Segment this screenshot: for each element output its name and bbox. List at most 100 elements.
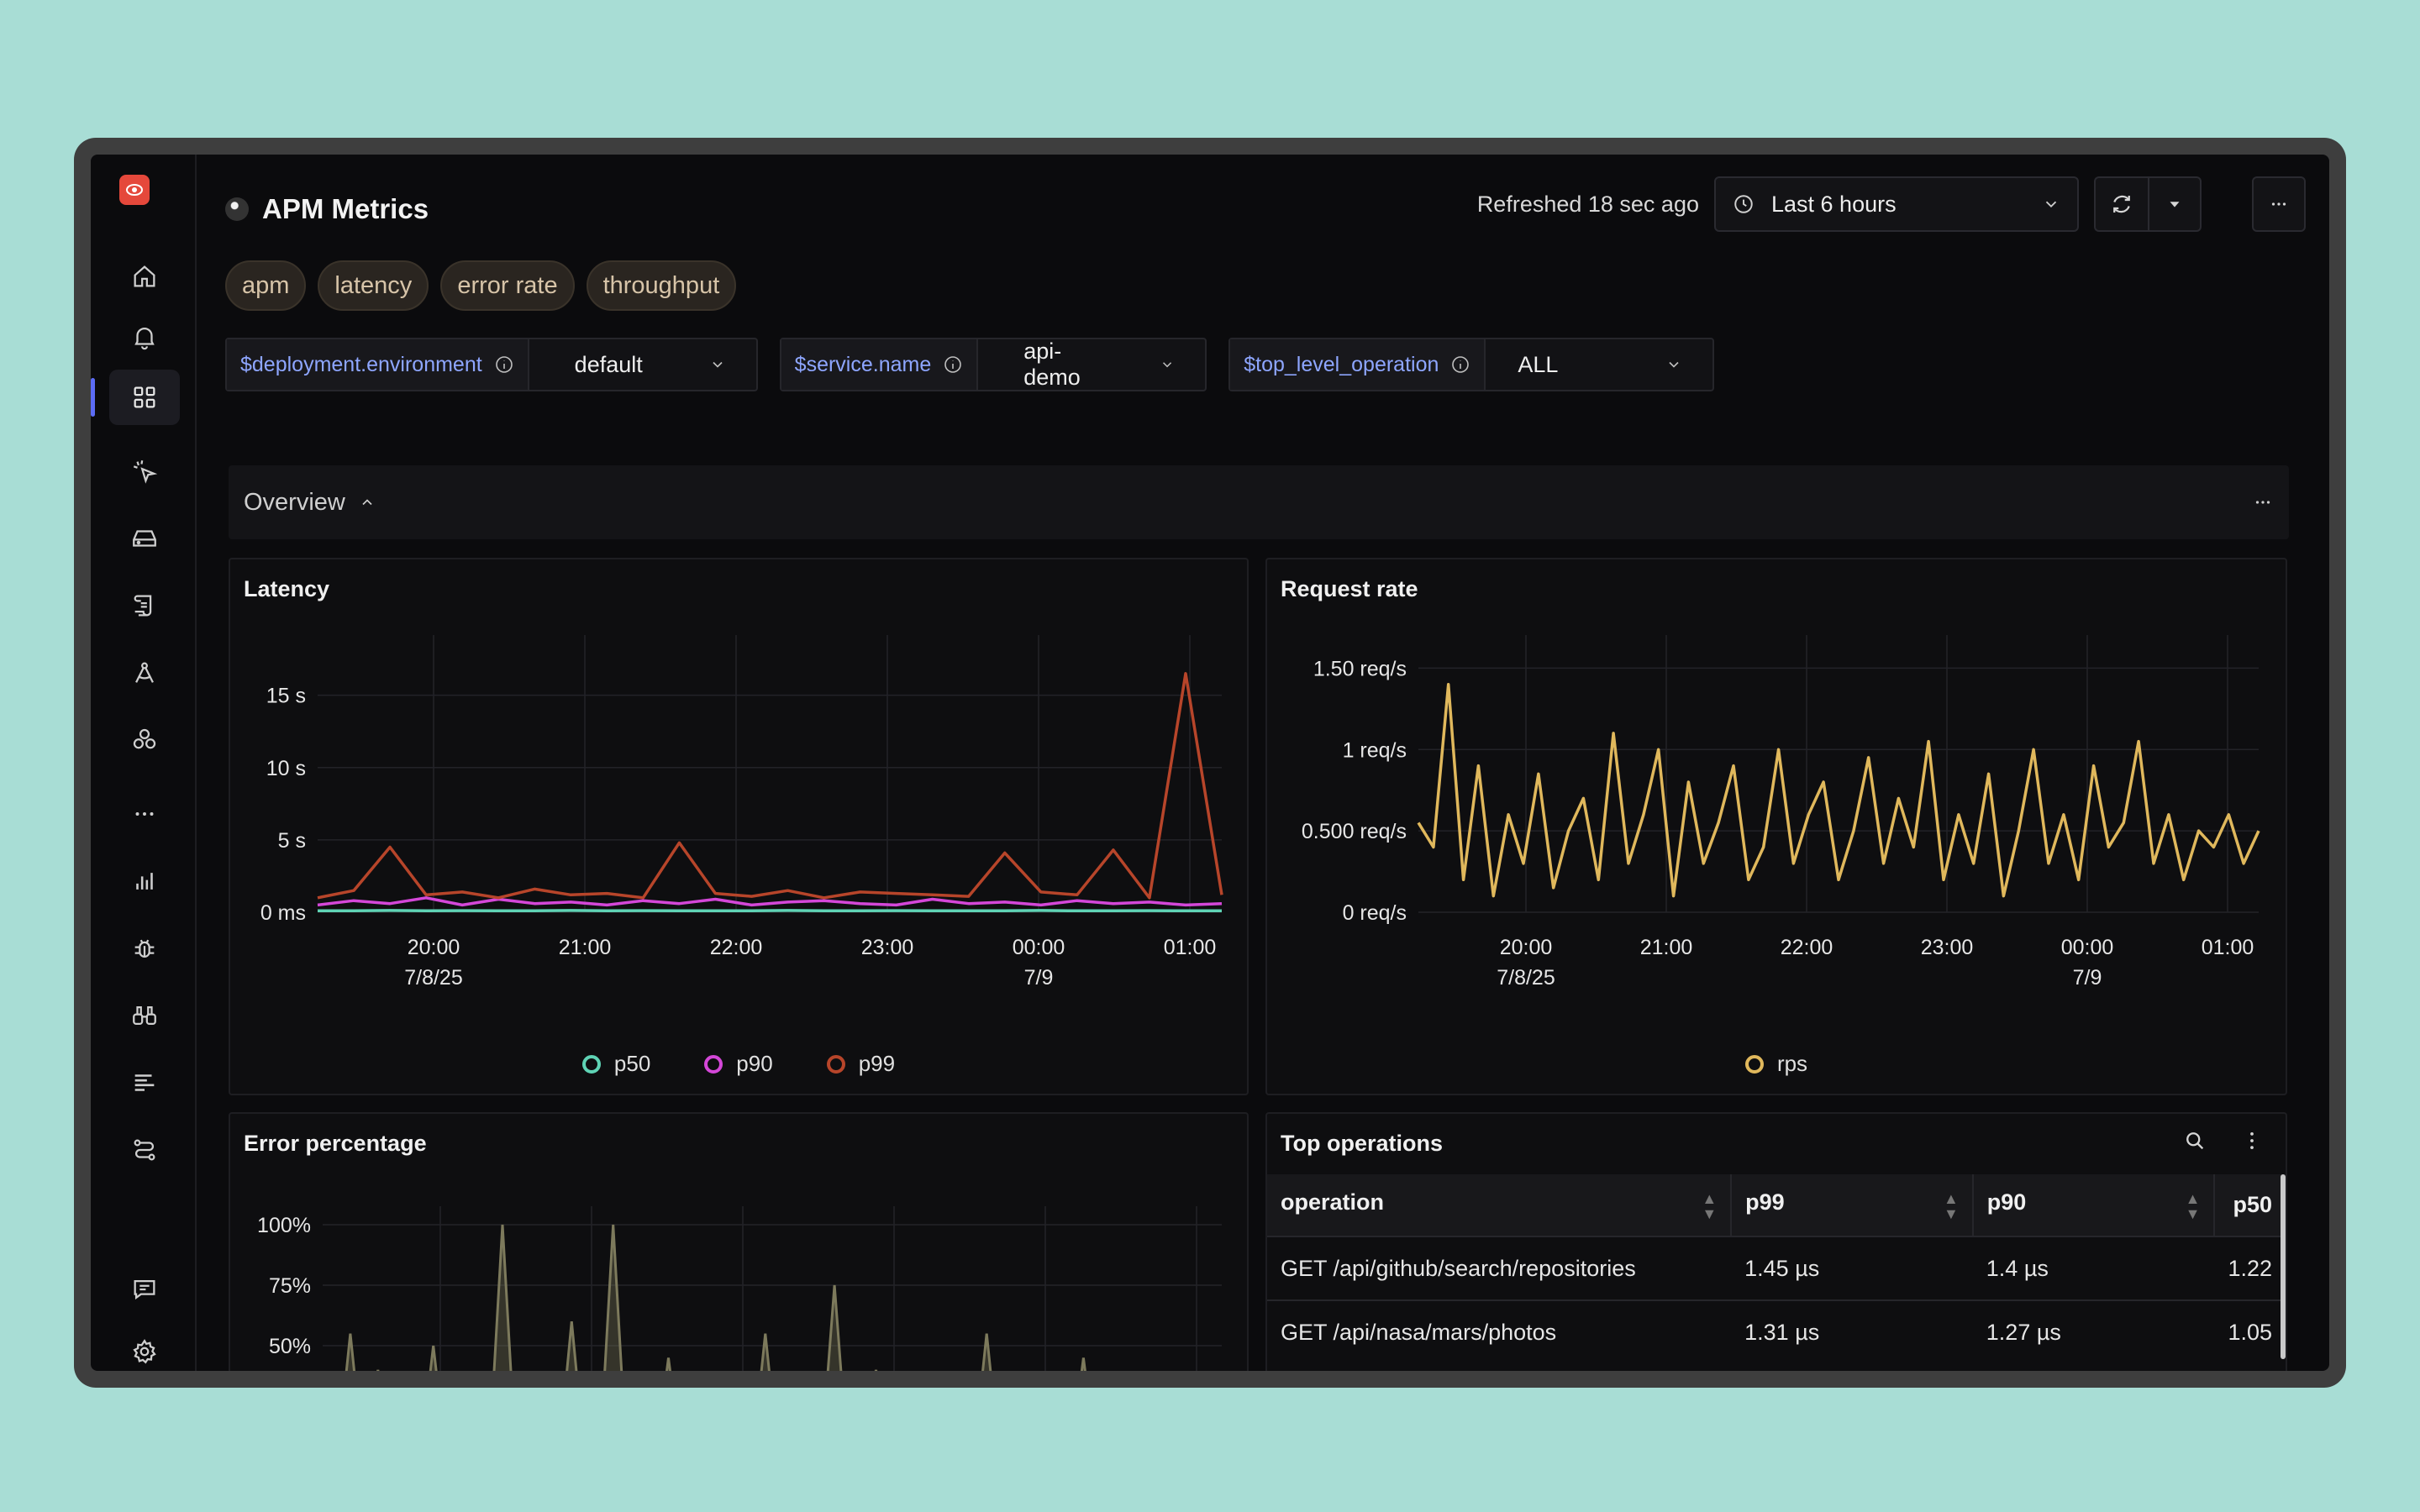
table-row[interactable]: GET /api/github/search/repositories 1.45… [1267, 1236, 2286, 1300]
scroll-icon[interactable] [109, 578, 180, 633]
table-scrollbar[interactable] [2281, 1174, 2286, 1359]
x-tick-label: 21:00 [1640, 936, 1693, 959]
variable-bar: $deployment.environment default $service… [225, 338, 1715, 391]
legend-marker [581, 1054, 601, 1074]
refresh-button[interactable] [2094, 176, 2148, 232]
time-range-label: Last 6 hours [1771, 191, 1897, 217]
latency-chart: 0 ms 5 s 10 s 15 s 20:00 7/8/25 21:00 22:00 23:0… [260, 635, 1223, 990]
sort-icon[interactable]: ▲ ▼ [1943, 1189, 1959, 1222]
sidebar [91, 155, 197, 1371]
table-row[interactable]: GET /api/nasa/mars/photos 1.31 µs 1.27 µ… [1267, 1299, 2286, 1364]
x-tick-date-label: 7/9 [2073, 966, 2102, 990]
series-line-rps [1417, 683, 2260, 898]
variable-value: api-demo [1023, 339, 1081, 390]
info-icon[interactable] [1450, 354, 1470, 375]
top-operations-table: operation ▲ ▼ p99 ▲ ▼ p90 ▲ ▼ p50 GET /api/git… [1267, 1174, 2286, 1364]
tag-list: apm latency error rate throughput [225, 260, 737, 311]
panel-title: Error percentage [244, 1131, 427, 1156]
variable-value: default [574, 351, 643, 377]
clicks-icon[interactable] [109, 444, 180, 499]
alerts-icon[interactable] [109, 309, 180, 365]
caret-down-icon [2170, 202, 2180, 207]
list-icon[interactable] [109, 1055, 180, 1110]
legend-item-p90[interactable]: p90 [704, 1051, 773, 1077]
chart-legend: p50 p90 p99 [230, 1051, 1247, 1077]
tag-apm[interactable]: apm [225, 260, 307, 311]
x-tick-label: 00:00 [1013, 936, 1065, 959]
settings-icon[interactable] [109, 1324, 180, 1371]
refresh-button-group [2094, 176, 2202, 232]
more-dots-icon[interactable] [109, 786, 180, 842]
panel-error-percentage: Error percentage 100% 75% 50% [229, 1112, 1249, 1371]
x-tick-label: 20:00 [408, 936, 460, 959]
legend-item-p50[interactable]: p50 [581, 1051, 650, 1077]
x-tick-label: 20:00 [1500, 936, 1553, 959]
y-tick-label: 1.50 req/s [1313, 657, 1407, 680]
x-tick-label: 23:00 [861, 936, 914, 959]
y-tick-label: 5 s [278, 829, 306, 853]
refresh-interval-dropdown[interactable] [2148, 176, 2202, 232]
variable-select[interactable]: default [529, 339, 756, 390]
panel-latency: Latency 0 ms 5 s 10 s 15 s 20:00 7/8/25 21:00 2… [229, 558, 1249, 1095]
legend-item-p99[interactable]: p99 [826, 1051, 895, 1077]
feedback-icon[interactable] [109, 1262, 180, 1317]
info-icon[interactable] [494, 354, 514, 375]
panel-title: Request rate [1281, 576, 1418, 601]
legend-item-rps[interactable]: rps [1744, 1051, 1807, 1077]
bar-chart-icon[interactable] [109, 853, 180, 909]
chevron-up-icon[interactable] [359, 494, 376, 511]
binoculars-icon[interactable] [109, 988, 180, 1043]
tag-latency[interactable]: latency [318, 260, 429, 311]
x-tick-label: 21:00 [559, 936, 612, 959]
sort-icon[interactable]: ▲ ▼ [2185, 1189, 2201, 1222]
variable-service-name: $service.name api-demo [779, 338, 1207, 391]
column-header-p99[interactable]: p99 ▲ ▼ [1731, 1174, 1974, 1236]
section-more-icon[interactable] [2252, 491, 2274, 513]
tag-error-rate[interactable]: error rate [440, 260, 575, 311]
x-tick-date-label: 7/8/25 [1497, 966, 1555, 990]
chevron-down-icon [2045, 201, 2057, 208]
variable-select[interactable]: ALL [1486, 339, 1712, 390]
sort-icon[interactable]: ▲ ▼ [1702, 1189, 1718, 1222]
compass-icon[interactable] [109, 645, 180, 701]
column-header-p50[interactable]: p50 [2214, 1174, 2286, 1236]
app-screen: APM Metrics Refreshed 18 sec ago Last 6 … [91, 155, 2329, 1371]
dashboards-icon[interactable] [91, 370, 180, 425]
cluster-icon[interactable] [109, 712, 180, 768]
y-tick-label: 0 req/s [1343, 901, 1407, 925]
x-tick-date-label: 7/8/25 [404, 966, 463, 990]
bug-icon[interactable] [109, 921, 180, 976]
home-icon[interactable] [109, 249, 180, 304]
clock-icon [1734, 195, 1753, 213]
section-overview[interactable]: Overview [229, 465, 2289, 539]
error-percentage-chart: 100% 75% 50% [257, 1206, 1222, 1371]
refresh-icon [2113, 195, 2130, 213]
dashboard-more-button[interactable] [2252, 176, 2306, 232]
chevron-down-icon [1669, 361, 1679, 368]
y-tick-label: 100% [257, 1214, 311, 1237]
chart-legend: rps [1267, 1051, 2286, 1077]
column-header-p90[interactable]: p90 ▲ ▼ [1972, 1174, 2216, 1236]
storage-icon[interactable] [109, 511, 180, 566]
time-range-select[interactable]: Last 6 hours [1714, 176, 2079, 232]
toolbar: Refreshed 18 sec ago Last 6 hours [1477, 176, 2306, 232]
panel-top-operations: Top operations operation ▲ ▼ p99 ▲ ▼ p90 ▲ ▼ p… [1265, 1112, 2287, 1371]
column-header-operation[interactable]: operation ▲ ▼ [1267, 1174, 1733, 1236]
tag-throughput[interactable]: throughput [586, 260, 737, 311]
y-tick-label: 0 ms [260, 901, 306, 925]
y-tick-label: 75% [269, 1274, 311, 1298]
main-content: APM Metrics Refreshed 18 sec ago Last 6 … [197, 155, 2329, 1371]
info-icon[interactable] [943, 354, 963, 375]
chevron-down-icon [713, 361, 723, 368]
request-rate-chart: 0 req/s 0.500 req/s 1 req/s 1.50 req/s 20:00… [1302, 635, 2260, 990]
x-tick-label: 01:00 [1164, 936, 1217, 959]
x-tick-label: 23:00 [1921, 936, 1974, 959]
routes-icon[interactable] [109, 1122, 180, 1178]
variable-top-level-operation: $top_level_operation ALL [1228, 338, 1715, 391]
app-logo[interactable] [119, 175, 150, 205]
variable-select[interactable]: api-demo [978, 339, 1205, 390]
panel-title: Top operations [1281, 1131, 1443, 1156]
y-tick-label: 1 req/s [1343, 738, 1407, 762]
more-vertical-icon[interactable] [2240, 1129, 2264, 1152]
search-icon[interactable] [2183, 1129, 2207, 1152]
